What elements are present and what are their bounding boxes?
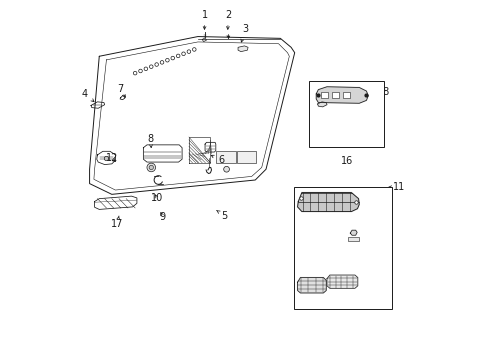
Text: 12: 12 — [105, 153, 118, 163]
Bar — [308, 81, 384, 147]
Text: 19: 19 — [332, 111, 344, 121]
Bar — [342, 93, 349, 98]
Circle shape — [192, 48, 196, 51]
Bar — [348, 237, 358, 241]
Text: 7: 7 — [118, 84, 125, 98]
Polygon shape — [316, 87, 367, 103]
Circle shape — [149, 65, 153, 68]
Text: 1: 1 — [202, 10, 208, 29]
Text: 4: 4 — [81, 89, 94, 102]
Text: 13: 13 — [294, 295, 306, 311]
Polygon shape — [326, 275, 357, 288]
Polygon shape — [297, 193, 359, 212]
Bar — [215, 151, 235, 163]
Circle shape — [165, 58, 169, 62]
Text: 16: 16 — [340, 156, 352, 166]
Circle shape — [147, 163, 155, 172]
Text: 14: 14 — [331, 271, 343, 284]
Circle shape — [104, 156, 108, 161]
Polygon shape — [349, 230, 356, 235]
Circle shape — [139, 69, 142, 73]
Text: 2: 2 — [225, 10, 231, 29]
Circle shape — [155, 63, 158, 66]
Text: 3: 3 — [241, 24, 248, 42]
Polygon shape — [238, 46, 247, 51]
Polygon shape — [297, 278, 325, 293]
Circle shape — [133, 71, 137, 75]
Text: 17: 17 — [111, 216, 123, 229]
Text: 10: 10 — [150, 193, 163, 203]
Text: 6: 6 — [211, 155, 224, 165]
Circle shape — [182, 52, 185, 55]
Circle shape — [187, 50, 190, 53]
Circle shape — [160, 60, 163, 64]
Bar — [331, 93, 339, 98]
Polygon shape — [317, 102, 326, 107]
Bar — [293, 187, 391, 309]
Text: 11: 11 — [388, 182, 405, 192]
Text: 15: 15 — [349, 233, 361, 243]
Text: 18: 18 — [377, 87, 389, 97]
Circle shape — [176, 54, 180, 58]
Text: 8: 8 — [147, 134, 153, 148]
Circle shape — [144, 67, 147, 71]
Bar — [236, 151, 256, 163]
Text: 5: 5 — [216, 210, 227, 221]
Bar — [321, 93, 328, 98]
Circle shape — [171, 56, 174, 60]
Circle shape — [149, 165, 153, 170]
Text: 9: 9 — [160, 212, 165, 221]
Circle shape — [223, 166, 229, 172]
